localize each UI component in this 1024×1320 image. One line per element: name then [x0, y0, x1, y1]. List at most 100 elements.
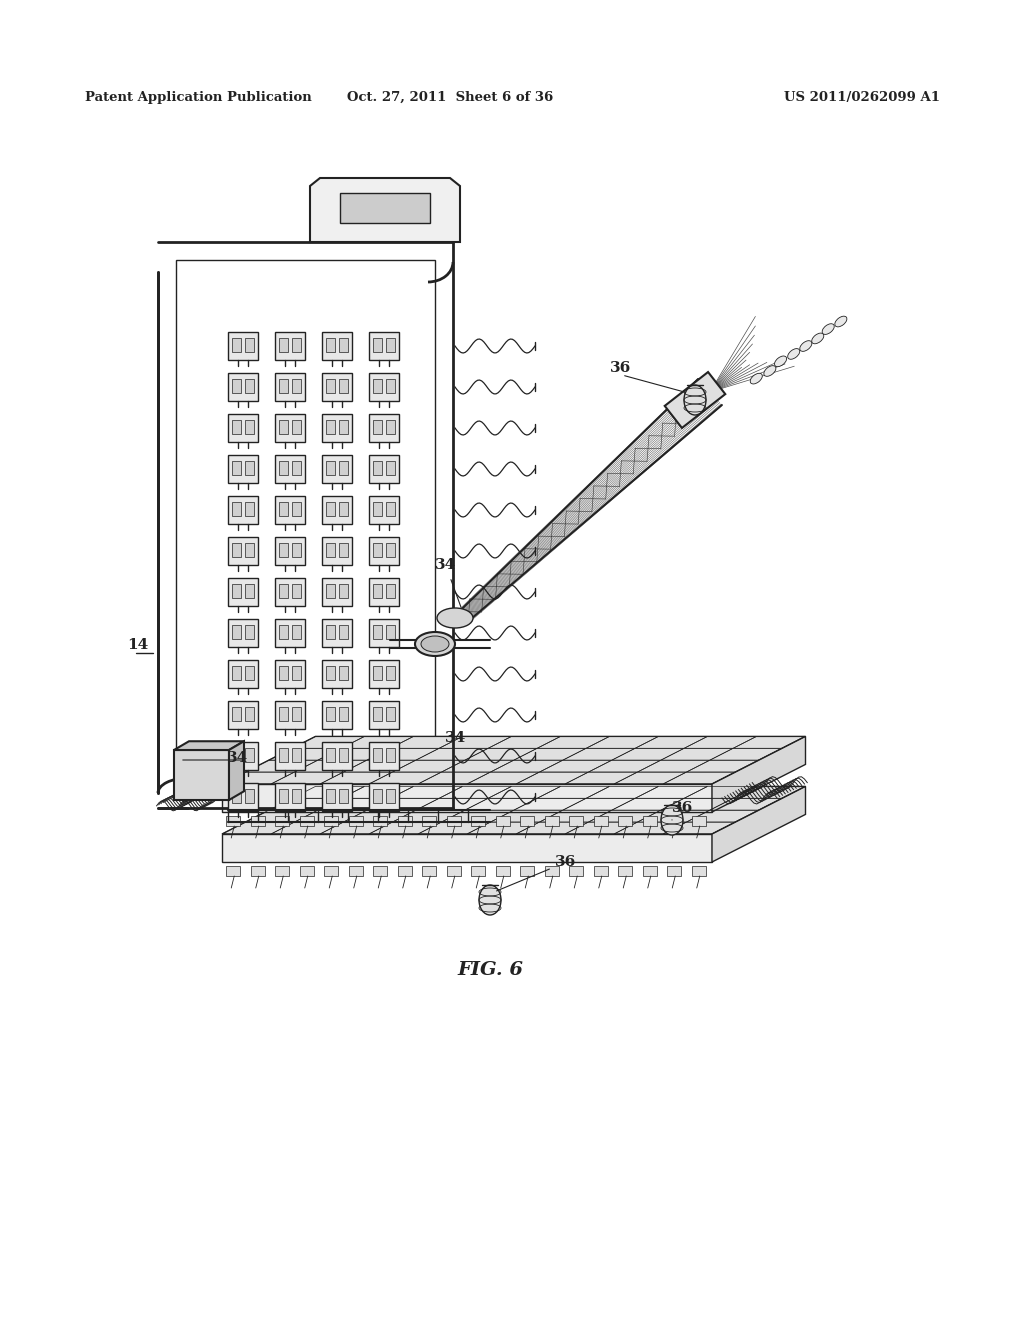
Bar [228, 619, 258, 647]
Ellipse shape [764, 364, 776, 375]
Bar [322, 414, 352, 442]
Bar [275, 374, 305, 401]
Bar [326, 543, 335, 557]
Bar [496, 866, 510, 876]
Ellipse shape [800, 342, 811, 352]
Bar [422, 866, 436, 876]
Bar [279, 583, 288, 598]
Bar [275, 537, 305, 565]
Bar [232, 338, 241, 352]
Bar [326, 624, 335, 639]
Bar [292, 543, 301, 557]
Bar [275, 701, 305, 729]
Bar [569, 816, 584, 826]
Bar [279, 543, 288, 557]
Bar [275, 816, 289, 826]
Text: US 2011/0262099 A1: US 2011/0262099 A1 [784, 91, 940, 103]
Bar [369, 455, 399, 483]
Bar [374, 866, 387, 876]
Bar [322, 619, 352, 647]
Bar [292, 502, 301, 516]
Bar [232, 667, 241, 680]
Text: 36: 36 [610, 360, 631, 375]
Bar [373, 379, 382, 393]
Bar [279, 420, 288, 434]
Ellipse shape [786, 348, 798, 359]
Bar [245, 543, 254, 557]
Bar [339, 338, 348, 352]
Bar [279, 708, 288, 721]
Bar [232, 583, 241, 598]
Bar [386, 543, 395, 557]
Bar [228, 414, 258, 442]
Bar [228, 578, 258, 606]
Bar [245, 502, 254, 516]
Bar [325, 866, 338, 876]
Bar [279, 624, 288, 639]
Bar [369, 619, 399, 647]
Ellipse shape [751, 372, 763, 383]
Bar [386, 379, 395, 393]
Bar [279, 502, 288, 516]
Bar [232, 748, 241, 762]
Bar [228, 333, 258, 360]
Bar [232, 789, 241, 803]
Bar [245, 338, 254, 352]
Polygon shape [310, 178, 460, 242]
Bar [245, 789, 254, 803]
Text: Oct. 27, 2011  Sheet 6 of 36: Oct. 27, 2011 Sheet 6 of 36 [347, 91, 553, 103]
Bar [232, 624, 241, 639]
Bar [322, 496, 352, 524]
Bar [326, 461, 335, 475]
Bar [339, 461, 348, 475]
Bar [339, 379, 348, 393]
Bar [245, 583, 254, 598]
Bar [275, 414, 305, 442]
Polygon shape [174, 742, 244, 750]
Bar [232, 502, 241, 516]
Bar [300, 866, 313, 876]
Bar [226, 816, 241, 826]
Text: FIG. 6: FIG. 6 [457, 961, 523, 979]
Bar [339, 708, 348, 721]
Bar [339, 543, 348, 557]
Bar [279, 789, 288, 803]
Polygon shape [712, 787, 806, 862]
Polygon shape [712, 737, 806, 812]
Bar [369, 701, 399, 729]
Bar [369, 783, 399, 810]
Bar [275, 333, 305, 360]
Bar [322, 537, 352, 565]
Bar [292, 379, 301, 393]
Bar [373, 338, 382, 352]
Bar [339, 624, 348, 639]
Bar [326, 583, 335, 598]
Bar [292, 708, 301, 721]
Bar [339, 748, 348, 762]
Polygon shape [665, 372, 725, 428]
Bar [228, 742, 258, 770]
Bar [275, 783, 305, 810]
Bar [292, 789, 301, 803]
Bar [668, 816, 681, 826]
Bar [322, 783, 352, 810]
Bar [245, 379, 254, 393]
Bar [446, 816, 461, 826]
Bar [326, 748, 335, 762]
Bar [245, 708, 254, 721]
Bar [228, 660, 258, 688]
Polygon shape [222, 834, 712, 862]
Bar [386, 624, 395, 639]
Bar [232, 461, 241, 475]
Bar [275, 619, 305, 647]
Bar [292, 667, 301, 680]
Text: 14: 14 [127, 638, 148, 652]
Bar [374, 816, 387, 826]
Bar [569, 866, 584, 876]
Bar [373, 789, 382, 803]
Bar [520, 866, 535, 876]
Bar [471, 816, 485, 826]
Polygon shape [174, 750, 229, 800]
Bar [386, 667, 395, 680]
Bar [446, 866, 461, 876]
